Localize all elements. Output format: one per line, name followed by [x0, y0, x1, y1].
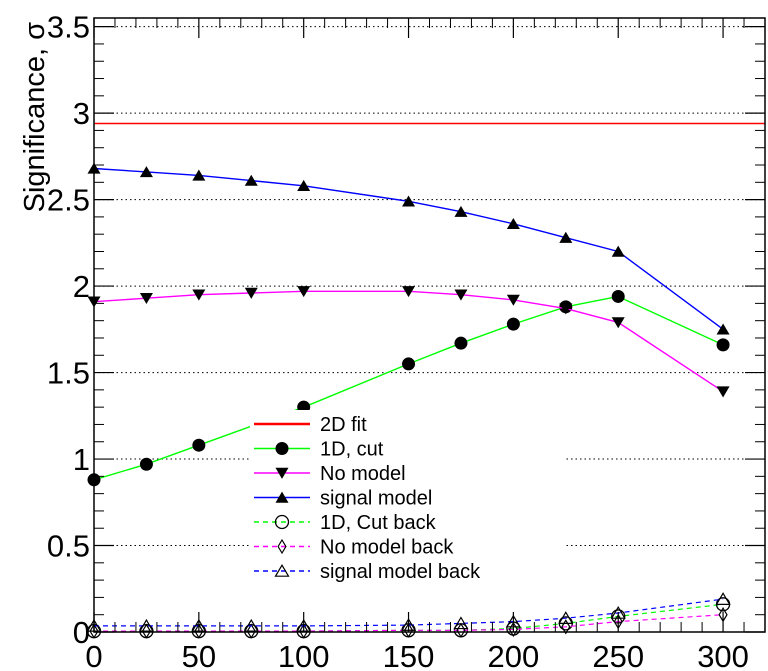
data-point-no-model-back [246, 623, 256, 639]
data-point-no-model-back [194, 623, 204, 639]
legend-marker [275, 491, 289, 503]
legend-label: 1D, cut [320, 439, 384, 461]
legend-label: No model back [320, 537, 454, 559]
data-point-signal-model [454, 205, 468, 217]
y-tick-label: 2 [73, 269, 90, 304]
x-tick-label: 0 [85, 639, 102, 671]
data-point-1d-cut [454, 336, 468, 350]
data-point-1d-cut [716, 338, 730, 352]
y-tick-label: 1.5 [47, 356, 90, 391]
x-tick-label: 300 [697, 639, 749, 671]
data-point-no-model [402, 286, 416, 298]
x-tick-label: 150 [383, 639, 435, 671]
data-point-signal-model [402, 195, 416, 207]
data-point-signal-model-back [558, 611, 574, 624]
data-point-1d-cut [611, 289, 625, 303]
y-tick-label: 3 [73, 96, 90, 131]
grid-layer [94, 26, 765, 547]
data-point-signal-model [192, 169, 206, 181]
legend-marker [274, 514, 290, 530]
data-point-no-model [244, 287, 258, 299]
data-point-no-model [139, 292, 153, 305]
data-point-signal-model [716, 323, 730, 335]
data-point-signal-model [611, 245, 625, 257]
y-axis-title: Significance, σ [19, 22, 51, 212]
data-point-no-model-back [403, 622, 414, 638]
data-point-signal-model-back [138, 618, 154, 632]
y-tick-label: 3.5 [47, 10, 90, 45]
legend-marker [277, 538, 287, 555]
data-point-signal-model-back [453, 616, 469, 630]
series-line-signal-model-back [94, 598, 724, 627]
data-point-signal-model [139, 166, 153, 178]
legend-marker [275, 442, 289, 455]
data-point-signal-model-back [243, 618, 259, 632]
legend-label: 2D fit [320, 414, 367, 436]
y-tick-label: 0 [73, 615, 90, 650]
series-line-no-model-back [94, 614, 724, 632]
data-point-no-model-back [561, 619, 571, 635]
data-point-no-model [192, 289, 206, 301]
x-tick-label: 250 [592, 639, 644, 671]
data-point-no-model [716, 386, 730, 398]
data-point-signal-model-back [715, 592, 731, 605]
data-point-no-model-back [299, 623, 309, 639]
series-line-1d-cut-back [94, 603, 724, 632]
data-point-no-model [506, 294, 520, 306]
y-tick-label: 0.5 [47, 529, 90, 564]
x-tick-label: 100 [278, 639, 330, 671]
data-point-1d-cut [139, 457, 153, 471]
legend-marker [275, 467, 289, 479]
data-point-signal-model [506, 217, 520, 230]
data-point-no-model [454, 289, 468, 301]
series-layer [86, 122, 765, 639]
data-point-signal-model [244, 174, 258, 186]
tick-layer: 0 0.5 1 1.5 2 2.5 3 3.5 0 50 100 150 200 250 300 [47, 10, 765, 671]
data-point-1d-cut [506, 317, 520, 331]
data-point-no-model-back [89, 623, 99, 639]
data-point-no-model [559, 303, 573, 315]
x-tick-label: 200 [488, 639, 540, 671]
data-point-1d-cut [402, 357, 416, 371]
legend-marker [274, 563, 290, 577]
legend-label: 1D, Cut back [320, 512, 437, 534]
data-point-signal-model [297, 179, 311, 191]
legend-label: No model [320, 463, 406, 485]
y-tick-label: 1 [73, 442, 90, 477]
data-point-no-model [297, 286, 311, 298]
x-tick-label: 50 [182, 639, 216, 671]
data-point-1d-cut [192, 438, 206, 452]
data-point-no-model [611, 317, 625, 329]
data-point-signal-model [559, 231, 573, 243]
legend-label: signal model [320, 488, 432, 510]
y-tick-label: 2.5 [47, 183, 90, 218]
data-point-no-model-back [141, 623, 152, 639]
series-line-1d-cut [93, 295, 724, 481]
legend-label: signal model back [320, 561, 481, 583]
